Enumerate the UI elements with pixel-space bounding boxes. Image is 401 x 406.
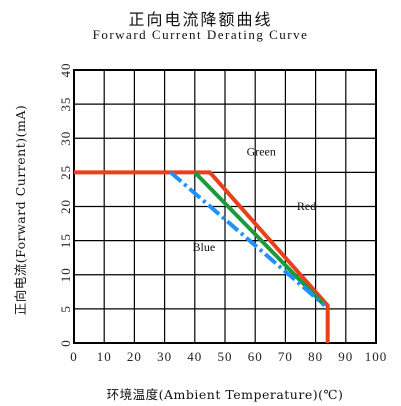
- x-tick-label: 80: [308, 349, 323, 364]
- x-tick-label: 70: [278, 349, 293, 364]
- x-tick-label: 40: [187, 349, 202, 364]
- x-tick-label: 90: [338, 349, 353, 364]
- x-axis-label: 环境温度(Ambient Temperature)(℃): [106, 387, 344, 402]
- x-tick-label: 0: [70, 349, 78, 364]
- x-tick-label: 100: [365, 349, 388, 364]
- annotation-red: Red: [297, 199, 316, 213]
- chart-title: 正向电流降额曲线: [128, 10, 273, 29]
- y-tick-label: 10: [58, 267, 73, 282]
- x-tick-label: 20: [127, 349, 142, 364]
- chart-subtitle: Forward Current Derating Curve: [92, 27, 309, 42]
- series-line-red: [74, 170, 330, 343]
- plot-frame: [73, 69, 377, 344]
- y-axis-label: 正向电流(Forward Current)(mA): [13, 104, 28, 316]
- y-tick-label: 0: [58, 339, 73, 347]
- y-tick-label: 5: [58, 305, 73, 313]
- tick-labels: 0 10 20 30 40 50 60 70 80 90 100 0 5 10 15 20 25 30 35 40: [58, 63, 388, 365]
- y-tick-label: 15: [58, 233, 73, 248]
- series-line-blue: [169, 170, 326, 307]
- y-tick-label: 35: [58, 97, 73, 112]
- series-lines: [74, 170, 330, 343]
- y-tick-label: 25: [58, 165, 73, 180]
- annotations: Green Red Blue: [193, 144, 317, 254]
- y-tick-label: 20: [58, 199, 73, 214]
- annotation-green: Green: [247, 144, 276, 158]
- grid: [73, 69, 377, 344]
- y-tick-label: 40: [58, 63, 73, 78]
- x-tick-label: 60: [248, 349, 263, 364]
- y-tick-label: 30: [58, 131, 73, 146]
- series-line-green: [193, 170, 327, 307]
- annotation-blue: Blue: [193, 240, 216, 254]
- x-tick-label: 50: [218, 349, 233, 364]
- x-tick-label: 30: [157, 349, 172, 364]
- x-tick-label: 10: [97, 349, 112, 364]
